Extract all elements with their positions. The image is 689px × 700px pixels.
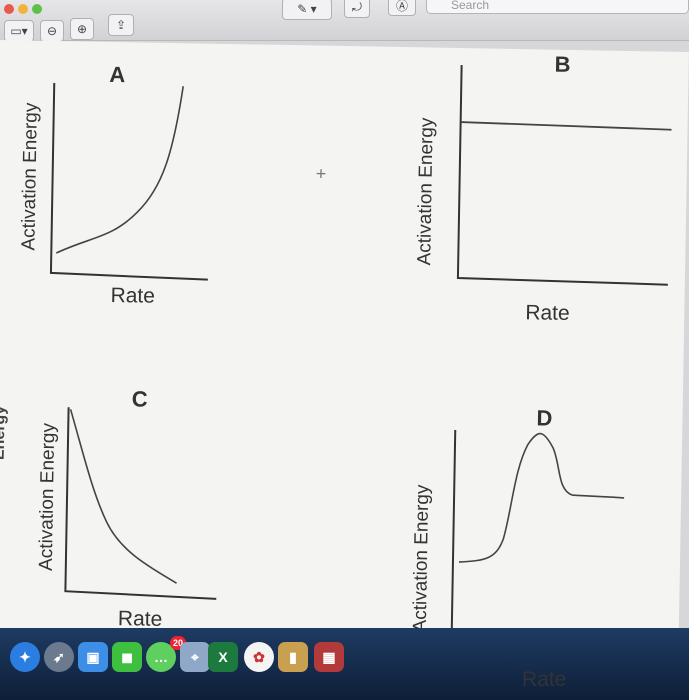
zoom-in-icon: ⊕: [76, 22, 88, 36]
graph-b-axes: [456, 65, 668, 286]
rotate-button[interactable]: ⤾: [344, 0, 370, 18]
graphs-canvas: [49, 65, 672, 652]
graph-a-label: A: [109, 61, 126, 88]
search-input[interactable]: Search: [426, 0, 689, 14]
toolbar: ▭▾ ⊖ ⊕ ⇪ ✎ ▾ ⤾ Ⓐ Search: [0, 0, 689, 42]
books-icon[interactable]: ▮: [278, 642, 308, 672]
search-placeholder: Search: [451, 0, 490, 12]
launchpad-icon[interactable]: ➶: [44, 642, 74, 672]
dock: ✦ ➶ ▣ ◼ … 20 ⌖ X ✿ ▮ ▦: [0, 628, 689, 700]
document-page: A Activation Energy Rate B Activation En…: [0, 40, 689, 652]
minimize-window-button[interactable]: [18, 4, 28, 14]
graph-c-label: C: [131, 386, 148, 412]
zoom-out-button[interactable]: ⊖: [40, 20, 64, 42]
markup-button[interactable]: ✎ ▾: [282, 0, 332, 20]
powerpoint-icon[interactable]: ▦: [314, 642, 344, 672]
graph-a-ylabel: Activation Energy: [18, 102, 42, 251]
facetime-icon[interactable]: ◼: [112, 642, 142, 672]
maps-icon[interactable]: ⌖: [180, 642, 210, 672]
safari-icon[interactable]: ✦: [10, 642, 40, 672]
sidebar-icon: ▭▾: [10, 24, 28, 38]
graph-b-label: B: [554, 51, 571, 77]
graph-c-ylabel: Activation Energy: [35, 422, 60, 572]
zoom-out-icon: ⊖: [46, 24, 58, 38]
sidebar-toggle-button[interactable]: ▭▾: [4, 20, 34, 42]
graph-b-ylabel: Activation Energy: [414, 117, 438, 266]
excel-letter: X: [218, 649, 228, 665]
graph-d-ylabel: Activation Energy: [409, 484, 434, 633]
graph-a-axes: [49, 82, 208, 281]
markup-icon: ✎ ▾: [297, 2, 317, 16]
graph-d-axes: [450, 429, 650, 652]
zoom-in-button[interactable]: ⊕: [70, 18, 94, 40]
graph-d-label: D: [536, 405, 553, 431]
graph-a-xlabel: Rate: [110, 283, 156, 308]
share-icon: ⇪: [115, 18, 127, 32]
annotate-button[interactable]: Ⓐ: [388, 0, 416, 16]
graph-d-curve: [458, 432, 625, 563]
margin-partial-label: Energy: [0, 405, 9, 461]
preview-icon[interactable]: ▣: [78, 642, 108, 672]
graph-a-curve: [55, 86, 185, 254]
graph-c-axes: [64, 407, 217, 600]
photos-icon[interactable]: ✿: [244, 642, 274, 672]
annotate-icon: Ⓐ: [395, 0, 408, 13]
zoom-window-button[interactable]: [32, 4, 42, 14]
close-window-button[interactable]: [4, 4, 14, 14]
rotate-icon: ⤾: [352, 0, 362, 14]
graph-b-line: [460, 121, 672, 131]
cursor-crosshair: +: [315, 163, 327, 184]
graph-d-xlabel: Rate: [522, 668, 567, 691]
share-button[interactable]: ⇪: [108, 14, 134, 36]
graph-b-xlabel: Rate: [525, 301, 570, 325]
graph-c-curve: [69, 409, 177, 584]
excel-icon[interactable]: X: [208, 642, 238, 672]
